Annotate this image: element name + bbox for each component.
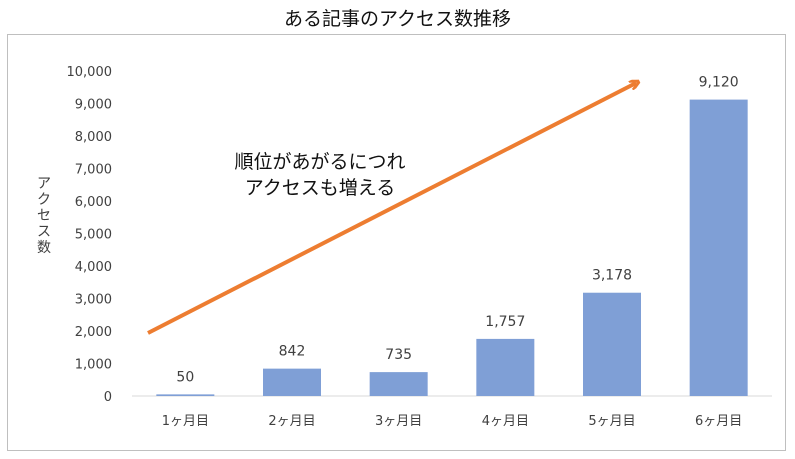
data-label: 50 (176, 369, 194, 385)
bar (689, 99, 748, 396)
bar (263, 368, 321, 396)
bar (156, 394, 215, 396)
x-tick-label: 1ヶ月目 (162, 414, 209, 429)
x-tick-label: 2ヶ月目 (268, 414, 315, 429)
bars (156, 99, 748, 396)
annotation-line-2: アクセスも増える (245, 177, 395, 199)
data-labels: 50 842 735 1,757 3,178 9,120 (176, 75, 738, 386)
x-tick-label: 3ヶ月目 (375, 414, 422, 429)
x-tick-label: 4ヶ月目 (482, 414, 529, 429)
data-label: 735 (385, 347, 412, 363)
data-label: 3,178 (592, 268, 632, 284)
chart-frame (7, 34, 786, 451)
y-tick-label: 5,000 (75, 228, 112, 243)
x-tick-label: 5ヶ月目 (588, 414, 635, 429)
bar (583, 292, 641, 396)
y-tick-label: 7,000 (75, 163, 112, 178)
y-tick-label: 6,000 (75, 195, 112, 210)
data-label: 9,120 (699, 75, 739, 91)
bar (476, 338, 535, 396)
x-axis-ticks: 1ヶ月目 2ヶ月目 3ヶ月目 4ヶ月目 5ヶ月目 6ヶ月目 (162, 414, 743, 429)
y-tick-label: 2,000 (75, 325, 112, 340)
y-axis-label: アクセス数 (37, 176, 51, 256)
y-tick-label: 1,000 (75, 358, 112, 373)
y-tick-label: 8,000 (75, 130, 112, 145)
data-label: 1,757 (485, 314, 525, 330)
data-label: 842 (279, 344, 306, 360)
y-tick-label: 4,000 (75, 260, 112, 275)
trend-arrow (147, 83, 636, 335)
y-tick-label: 3,000 (75, 293, 112, 308)
bar (369, 372, 428, 396)
y-axis-ticks: 0 1,000 2,000 3,000 4,000 5,000 6,000 7,000 8,00… (67, 65, 113, 405)
y-tick-label: 0 (104, 390, 112, 405)
x-tick-label: 6ヶ月目 (695, 414, 742, 429)
y-tick-label: 9,000 (75, 98, 112, 113)
chart-title: ある記事のアクセス数推移 (283, 8, 512, 30)
annotation-line-1: 順位があがるにつれ (234, 151, 405, 173)
y-tick-label: 10,000 (67, 65, 113, 80)
